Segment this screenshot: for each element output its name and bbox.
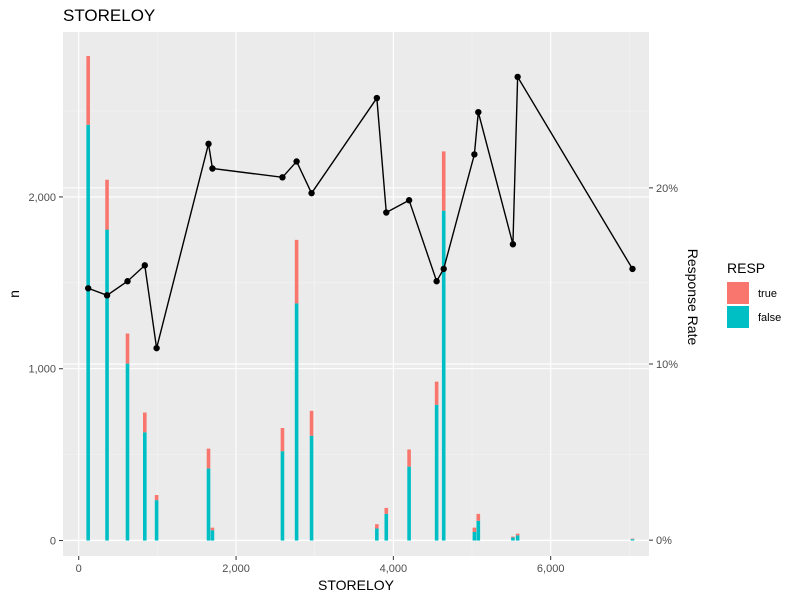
bar-false <box>154 500 159 541</box>
bar-true <box>154 495 159 501</box>
response-rate-point <box>373 94 381 102</box>
bar-true <box>143 412 147 433</box>
bar-true <box>86 56 90 125</box>
bar-false <box>434 404 439 541</box>
response-rate-point <box>141 262 149 269</box>
bar-true <box>441 151 446 211</box>
legend: RESP true false <box>727 260 781 328</box>
legend-key-true <box>727 282 749 304</box>
response-rate-point <box>629 265 636 273</box>
bar-false <box>472 531 477 541</box>
response-rate-point <box>405 197 413 204</box>
bar-true <box>472 527 477 532</box>
bar-false <box>407 466 411 541</box>
response-rate-point <box>205 140 212 148</box>
grid-major-lines <box>63 32 649 556</box>
bar-true <box>294 239 299 304</box>
plot-panel <box>63 32 649 556</box>
y2-tick-label: 20% <box>656 183 678 195</box>
bar-false <box>375 528 379 541</box>
x-tick-label: 4,000 <box>380 563 408 575</box>
bar-false <box>309 435 314 541</box>
bar-false <box>143 432 147 541</box>
response-rate-point <box>475 108 482 116</box>
y-tick-label: 0 <box>50 536 56 548</box>
y-axis-title: n <box>6 290 22 298</box>
bar-true <box>384 507 389 514</box>
secondary-y-axis-title: Response Rate <box>685 249 701 346</box>
bar-false <box>105 229 109 541</box>
response-rate-point <box>433 278 440 285</box>
bar-true <box>210 527 215 531</box>
response-rate-point <box>383 209 390 216</box>
bar-false <box>86 124 90 541</box>
y2-tick-label: 0% <box>656 535 672 547</box>
response-rate-point <box>84 285 92 292</box>
bar-true <box>309 410 314 436</box>
response-rate-point <box>440 265 447 273</box>
bar-true <box>476 513 481 521</box>
chart-title: STORELOY <box>63 6 155 25</box>
bar-true <box>407 449 411 467</box>
bar-false <box>630 539 635 541</box>
response-rate-point <box>308 189 315 197</box>
axes-layer: 0 2,000 4,000 6,000 0 1,000 2,000 0% 10% 20% <box>28 183 678 575</box>
grid-minor-lines <box>63 32 649 556</box>
bar-false <box>206 468 211 541</box>
legend-label-false: false <box>758 312 781 324</box>
x-axis-title: STORELOY <box>318 577 395 593</box>
response-rate-point <box>124 278 131 285</box>
response-rate-point <box>293 158 300 165</box>
bar-false <box>294 303 299 541</box>
response-rate-point <box>209 165 216 172</box>
response-rate-point <box>509 241 517 248</box>
legend-key-false <box>727 306 749 328</box>
bar-true <box>630 538 635 540</box>
x-tick-label: 0 <box>76 563 82 575</box>
bar-true <box>375 524 379 529</box>
bar-false <box>384 513 389 541</box>
x-tick-label: 6,000 <box>537 563 565 575</box>
legend-label-true: true <box>758 288 777 300</box>
response-rate-point <box>471 151 478 158</box>
response-rate-point <box>153 344 160 352</box>
bar-false <box>476 520 481 541</box>
response-rate-point <box>279 174 286 181</box>
response-rate-line-layer <box>84 73 636 352</box>
y2-tick-label: 10% <box>656 359 678 371</box>
bar-true <box>515 533 520 536</box>
response-rate-point <box>103 292 111 299</box>
y-tick-label: 1,000 <box>28 364 56 376</box>
bar-true <box>280 428 285 452</box>
bar-false <box>515 535 520 541</box>
x-tick-label: 2,000 <box>222 563 250 575</box>
bars-layer <box>86 56 635 541</box>
legend-title: RESP <box>727 260 765 276</box>
bar-true <box>434 381 439 405</box>
bar-true <box>105 179 109 230</box>
bar-false <box>280 451 285 541</box>
bar-false <box>125 363 130 541</box>
bar-false <box>210 530 215 541</box>
response-rate-line <box>87 74 634 349</box>
bar-false <box>511 537 515 541</box>
y-tick-label: 2,000 <box>28 192 56 204</box>
bar-false <box>441 210 446 541</box>
bar-true <box>125 333 130 364</box>
bar-true <box>206 448 211 469</box>
bar-true <box>511 536 515 538</box>
response-rate-point <box>514 73 521 81</box>
